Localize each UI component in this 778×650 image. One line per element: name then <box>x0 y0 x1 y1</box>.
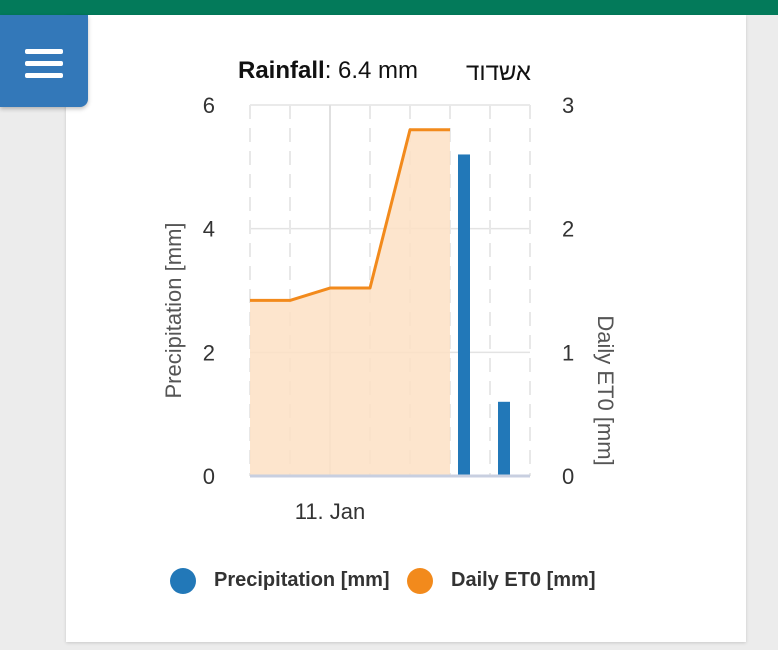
y-axis-title-right: Daily ET0 [mm] <box>593 315 618 465</box>
menu-button[interactable] <box>0 15 88 107</box>
x-tick-label-0: 11. Jan <box>295 499 366 524</box>
et0-line <box>250 128 450 302</box>
legend-dot-et0 <box>407 568 433 594</box>
right-tick-label-0: 0 <box>562 464 574 489</box>
y-axis-title-left: Precipitation [mm] <box>161 222 186 398</box>
precipitation-bar-5 <box>458 154 470 476</box>
right-tick-label-3: 3 <box>562 93 574 118</box>
precipitation-bar-6 <box>498 401 510 476</box>
rainfall-value: 6.4 mm <box>331 57 419 84</box>
legend-label-precipitation: Precipitation [mm] <box>214 569 390 591</box>
legend-label-et0: Daily ET0 [mm] <box>451 569 596 591</box>
chart-legend: Precipitation [mm] Daily ET0 [mm] <box>170 566 620 596</box>
right-tick-label-1: 1 <box>562 340 574 365</box>
left-tick-label-2: 4 <box>203 217 215 242</box>
rainfall-label: Rainfall <box>238 57 325 84</box>
left-tick-label-1: 2 <box>203 340 215 365</box>
left-tick-label-0: 0 <box>203 464 215 489</box>
rainfall-separator: : <box>324 57 332 84</box>
et0-area <box>250 129 450 476</box>
left-tick-label-3: 6 <box>203 93 215 118</box>
top-app-bar <box>0 0 778 15</box>
right-tick-label-2: 2 <box>562 217 574 242</box>
legend-dot-precipitation <box>170 568 196 594</box>
station-name: אשדוד <box>466 59 531 86</box>
chart-title: Rainfall: 6.4 mm <box>238 57 418 85</box>
